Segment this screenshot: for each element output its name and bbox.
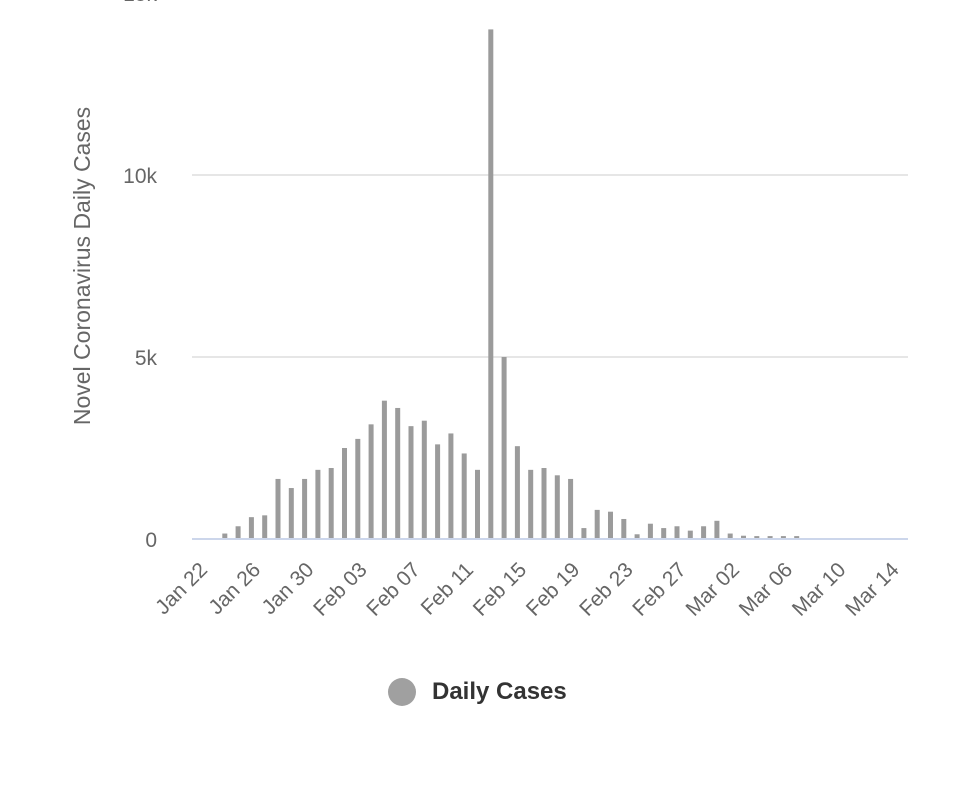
bar-feb-14[interactable]: [514, 446, 520, 539]
bar-feb-09[interactable]: [448, 433, 454, 539]
bar-jan-29[interactable]: [302, 478, 308, 539]
bar-jan-26[interactable]: [262, 515, 268, 539]
x-tick-label: Feb 19: [522, 558, 585, 621]
bar-feb-25[interactable]: [661, 528, 667, 539]
bar-feb-05[interactable]: [395, 407, 401, 539]
bar-mar-03[interactable]: [754, 536, 760, 539]
bar-feb-27[interactable]: [687, 530, 693, 539]
bar-mar-02[interactable]: [741, 535, 746, 539]
bar-jan-25[interactable]: [248, 517, 254, 539]
x-tick-label: Feb 11: [417, 558, 478, 619]
gridlines: [192, 174, 908, 358]
legend-marker-icon: [388, 678, 416, 706]
bar-feb-06[interactable]: [408, 426, 414, 539]
x-tick-label: Jan 26: [204, 558, 265, 619]
bar-mar-04[interactable]: [767, 536, 773, 539]
bar-feb-12[interactable]: [488, 29, 494, 540]
y-axis-ticks: 0 5k 10k 15k: [123, 0, 157, 552]
bar-feb-10[interactable]: [461, 453, 467, 539]
bar-feb-19[interactable]: [581, 528, 587, 539]
bar-jan-27[interactable]: [275, 478, 281, 539]
bar-feb-21[interactable]: [608, 511, 613, 539]
bar-jan-30[interactable]: [315, 469, 321, 539]
bar-feb-03[interactable]: [368, 424, 374, 539]
bar-feb-26[interactable]: [674, 526, 680, 539]
y-axis-title: Novel Coronavirus Daily Cases: [69, 107, 95, 425]
bar-feb-02[interactable]: [355, 438, 361, 539]
bar-mar-06[interactable]: [794, 536, 800, 539]
bar-jan-31[interactable]: [328, 468, 334, 539]
bar-feb-15[interactable]: [528, 469, 534, 539]
x-tick-label: Feb 07: [362, 558, 425, 621]
y-tick-label: 0: [145, 529, 157, 552]
x-tick-label: Feb 15: [469, 558, 532, 621]
bar-jan-23[interactable]: [222, 533, 228, 539]
bar-feb-28[interactable]: [701, 526, 707, 539]
y-tick-label: 15k: [123, 0, 157, 6]
bars: [222, 29, 800, 540]
bar-jan-28[interactable]: [288, 488, 294, 539]
x-tick-label: Feb 03: [309, 558, 372, 621]
x-tick-label: Mar 10: [788, 558, 850, 620]
bar-feb-23[interactable]: [634, 534, 640, 539]
bar-feb-04[interactable]: [381, 400, 387, 539]
bar-mar-01[interactable]: [727, 533, 733, 539]
x-tick-label: Feb 27: [628, 558, 691, 621]
bar-mar-05[interactable]: [780, 536, 786, 539]
bar-feb-13[interactable]: [501, 357, 507, 539]
x-tick-label: Mar 14: [841, 558, 904, 621]
x-tick-label: Jan 22: [151, 558, 212, 619]
legend[interactable]: Daily Cases: [388, 678, 567, 706]
bar-feb-11[interactable]: [475, 469, 480, 539]
legend-label: Daily Cases: [432, 678, 567, 705]
bar-feb-07[interactable]: [421, 420, 427, 539]
bar-feb-18[interactable]: [568, 478, 574, 539]
y-tick-label: 10k: [123, 165, 157, 188]
bar-feb-29[interactable]: [714, 520, 720, 539]
x-tick-label: Feb 23: [575, 558, 638, 621]
bar-feb-16[interactable]: [541, 468, 547, 539]
x-tick-label: Mar 02: [682, 558, 744, 620]
bar-feb-20[interactable]: [594, 509, 600, 539]
bar-feb-01[interactable]: [342, 448, 347, 539]
bar-feb-22[interactable]: [621, 518, 627, 539]
bar-feb-08[interactable]: [435, 444, 441, 539]
x-tick-label: Jan 30: [258, 558, 319, 619]
bar-feb-24[interactable]: [647, 523, 653, 539]
bar-feb-17[interactable]: [554, 475, 560, 539]
bar-jan-24[interactable]: [235, 526, 241, 539]
y-tick-label: 5k: [135, 347, 158, 370]
x-tick-label: Mar 06: [735, 558, 797, 620]
